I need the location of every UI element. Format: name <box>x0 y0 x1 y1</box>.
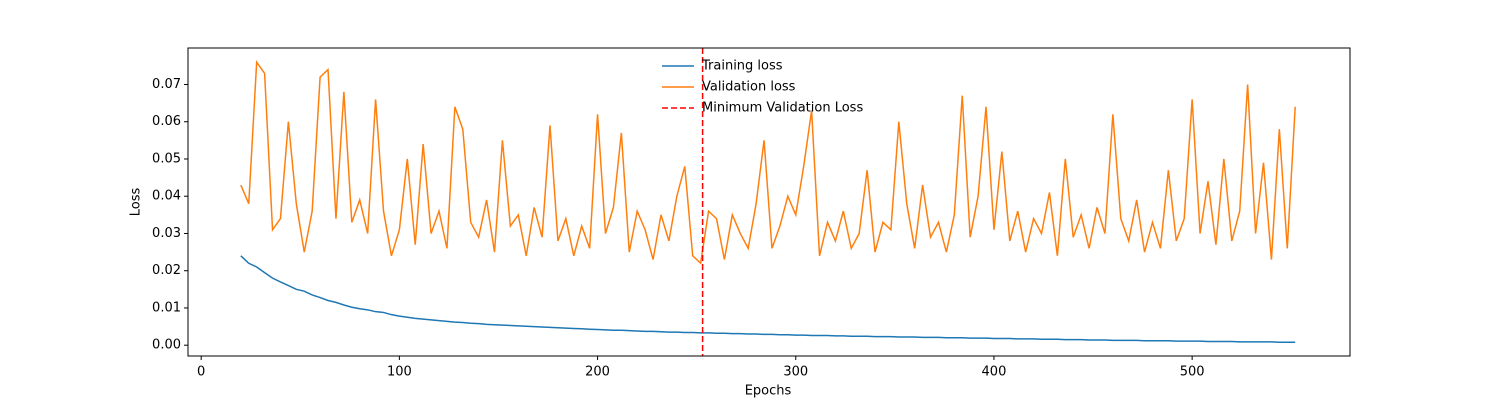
y-tick-label: 0.04 <box>152 189 181 204</box>
x-axis-label: Epochs <box>745 384 792 399</box>
x-tick-label: 300 <box>783 365 808 380</box>
y-tick-label: 0.06 <box>152 114 181 129</box>
y-tick-label: 0.03 <box>152 226 181 241</box>
x-tick-label: 400 <box>982 365 1007 380</box>
y-tick-label: 0.01 <box>152 300 181 315</box>
x-tick-label: 200 <box>585 365 610 380</box>
x-tick-label: 0 <box>197 365 205 380</box>
legend-label: Training loss <box>701 59 783 74</box>
y-tick-label: 0.05 <box>152 151 181 166</box>
y-tick-label: 0.00 <box>152 338 181 353</box>
y-tick-label: 0.02 <box>152 263 181 278</box>
legend-label: Validation loss <box>702 80 796 95</box>
x-tick-label: 500 <box>1180 365 1205 380</box>
series-line <box>240 59 1296 265</box>
y-axis-label: Loss <box>129 188 144 217</box>
plot-frame <box>187 47 1351 357</box>
legend-label: Minimum Validation Loss <box>702 101 863 116</box>
series-line <box>240 255 1296 343</box>
x-tick-label: 100 <box>387 365 412 380</box>
y-tick-label: 0.07 <box>152 77 181 92</box>
